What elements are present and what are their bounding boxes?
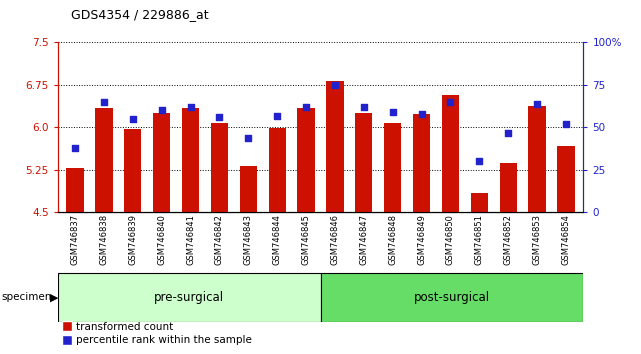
Point <box>445 99 456 105</box>
Bar <box>269 128 286 212</box>
Bar <box>153 113 171 212</box>
Point <box>359 104 369 110</box>
Bar <box>182 108 199 212</box>
Point <box>70 145 80 151</box>
Bar <box>326 81 344 212</box>
Text: specimen: specimen <box>1 292 52 302</box>
Text: GSM746839: GSM746839 <box>128 214 137 265</box>
Text: GSM746845: GSM746845 <box>301 214 310 265</box>
Bar <box>442 95 459 212</box>
Bar <box>557 145 574 212</box>
Text: ▶: ▶ <box>50 292 58 302</box>
Text: GSM746837: GSM746837 <box>71 214 79 266</box>
Point <box>474 159 485 164</box>
Text: GSM746841: GSM746841 <box>186 214 195 265</box>
Text: GSM746850: GSM746850 <box>446 214 455 265</box>
Text: GSM746842: GSM746842 <box>215 214 224 265</box>
Bar <box>470 193 488 212</box>
Point <box>243 135 253 141</box>
Point <box>156 108 167 113</box>
Bar <box>297 108 315 212</box>
Text: GSM746854: GSM746854 <box>562 214 570 265</box>
Point <box>214 114 224 120</box>
Text: GDS4354 / 229886_at: GDS4354 / 229886_at <box>71 8 208 21</box>
Bar <box>528 107 545 212</box>
Text: pre-surgical: pre-surgical <box>154 291 224 304</box>
Bar <box>499 163 517 212</box>
Point <box>128 116 138 122</box>
Text: GSM746849: GSM746849 <box>417 214 426 265</box>
Text: GSM746838: GSM746838 <box>99 214 108 266</box>
Bar <box>355 113 372 212</box>
Text: GSM746843: GSM746843 <box>244 214 253 265</box>
Bar <box>211 123 228 212</box>
Bar <box>58 273 320 322</box>
Bar <box>240 166 257 212</box>
Text: GSM746844: GSM746844 <box>272 214 281 265</box>
Point <box>301 104 311 110</box>
Point <box>503 130 513 135</box>
Point <box>272 113 282 118</box>
Text: GSM746853: GSM746853 <box>533 214 542 265</box>
Bar <box>384 124 401 212</box>
Text: GSM746840: GSM746840 <box>157 214 166 265</box>
Bar <box>67 168 84 212</box>
Bar <box>124 129 142 212</box>
Point <box>99 99 109 105</box>
Point <box>388 109 398 115</box>
Legend: transformed count, percentile rank within the sample: transformed count, percentile rank withi… <box>63 322 253 345</box>
Point <box>532 101 542 107</box>
Bar <box>320 273 583 322</box>
Text: GSM746848: GSM746848 <box>388 214 397 265</box>
Text: GSM746851: GSM746851 <box>475 214 484 265</box>
Text: GSM746852: GSM746852 <box>504 214 513 265</box>
Bar <box>96 108 113 212</box>
Point <box>330 82 340 88</box>
Point <box>417 111 427 117</box>
Text: GSM746847: GSM746847 <box>360 214 369 265</box>
Text: post-surgical: post-surgical <box>414 291 490 304</box>
Point <box>561 121 571 127</box>
Bar <box>413 114 430 212</box>
Point <box>185 104 196 110</box>
Text: GSM746846: GSM746846 <box>331 214 340 265</box>
